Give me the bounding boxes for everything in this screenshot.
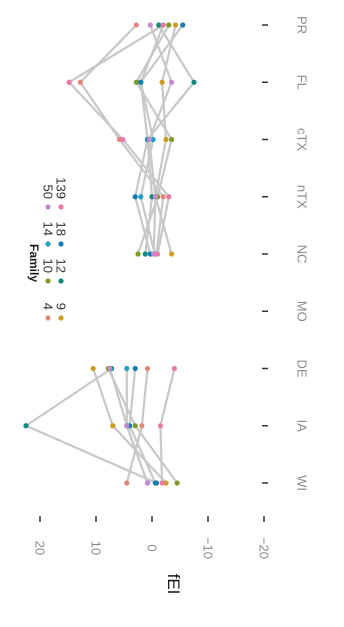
legend-label: 50: [41, 185, 56, 199]
data-point: [133, 194, 138, 199]
category-tick-label: IA: [295, 420, 310, 433]
data-point: [155, 251, 160, 256]
data-point: [166, 22, 171, 27]
legend-label: 14: [41, 222, 56, 236]
data-point: [124, 480, 129, 485]
series-line-segment: [130, 369, 136, 426]
data-point: [175, 480, 180, 485]
category-tick-label: PR: [295, 16, 310, 34]
legend-key: [58, 241, 63, 246]
data-point: [124, 366, 129, 371]
data-point: [78, 80, 83, 85]
value-tick-label: −10: [201, 537, 216, 559]
series-line-segment: [160, 369, 174, 426]
data-point: [161, 22, 166, 27]
data-point: [163, 137, 168, 142]
value-tick-label: 0: [145, 544, 160, 551]
value-tick-label: 20: [33, 541, 48, 555]
category-tick-label: DE: [295, 359, 310, 377]
legend-key: [58, 204, 63, 209]
series-line-segment: [142, 369, 148, 426]
data-point: [159, 80, 164, 85]
data-point: [91, 366, 96, 371]
data-point: [139, 423, 144, 428]
legend-label: 4: [41, 303, 56, 310]
data-point: [133, 366, 138, 371]
series-line-segment: [93, 369, 113, 426]
category-tick-label: WI: [295, 475, 310, 491]
data-point: [169, 137, 174, 142]
data-point: [191, 80, 196, 85]
data-point: [169, 80, 174, 85]
series-line-segment: [69, 25, 163, 82]
legend-label: 139: [54, 177, 69, 199]
series-line-segment: [80, 25, 136, 82]
data-point: [133, 423, 138, 428]
data-point: [110, 423, 115, 428]
data-point: [159, 480, 164, 485]
data-point: [124, 423, 129, 428]
value-axis: 20 10 0 −10 −20: [33, 516, 272, 559]
legend-key: [45, 241, 50, 246]
data-point: [180, 22, 185, 27]
legend-key: [45, 278, 50, 283]
series-line-segment: [160, 426, 162, 483]
data-point: [153, 194, 158, 199]
legend-key: [45, 204, 50, 209]
category-axis: WI IA DE MO NC nTX cTX FL PR: [262, 16, 310, 491]
data-point: [148, 22, 153, 27]
data-point: [67, 80, 72, 85]
series-line-segment: [26, 369, 112, 426]
category-tick-label: nTX: [295, 185, 310, 209]
data-point: [158, 423, 163, 428]
legend-label: 12: [54, 259, 69, 273]
data-point: [23, 423, 28, 428]
data-point: [107, 366, 112, 371]
data-point: [166, 194, 171, 199]
legend-title: Family: [27, 244, 41, 282]
data-point: [156, 22, 161, 27]
data-point: [120, 137, 125, 142]
data-point: [145, 366, 150, 371]
category-tick-label: FL: [295, 75, 310, 90]
plot-area: [23, 22, 196, 485]
series-line-segment: [149, 82, 171, 139]
data-point: [145, 480, 150, 485]
legend-label: 10: [41, 259, 56, 273]
data-point: [138, 80, 143, 85]
data-point: [153, 480, 158, 485]
data-point: [169, 251, 174, 256]
data-point: [161, 194, 166, 199]
category-tick-label: cTX: [295, 128, 310, 151]
value-tick-label: 10: [89, 541, 104, 555]
legend-key: [45, 315, 50, 320]
data-point: [134, 80, 139, 85]
data-point: [147, 137, 152, 142]
legend-label: 9: [54, 303, 69, 310]
data-point: [173, 22, 178, 27]
value-tick-label: −20: [257, 537, 272, 559]
legend-label: 18: [54, 222, 69, 236]
data-point: [134, 22, 139, 27]
data-point: [135, 251, 140, 256]
y-axis-title: fEI: [164, 574, 183, 595]
data-point: [172, 366, 177, 371]
series-line-segment: [110, 369, 127, 426]
legend-key: [58, 315, 63, 320]
series-line-segment: [69, 82, 123, 139]
data-point: [143, 251, 148, 256]
category-tick-label: MO: [295, 301, 310, 322]
category-tick-label: NC: [295, 245, 310, 264]
data-point: [138, 194, 143, 199]
legend-key: [58, 278, 63, 283]
